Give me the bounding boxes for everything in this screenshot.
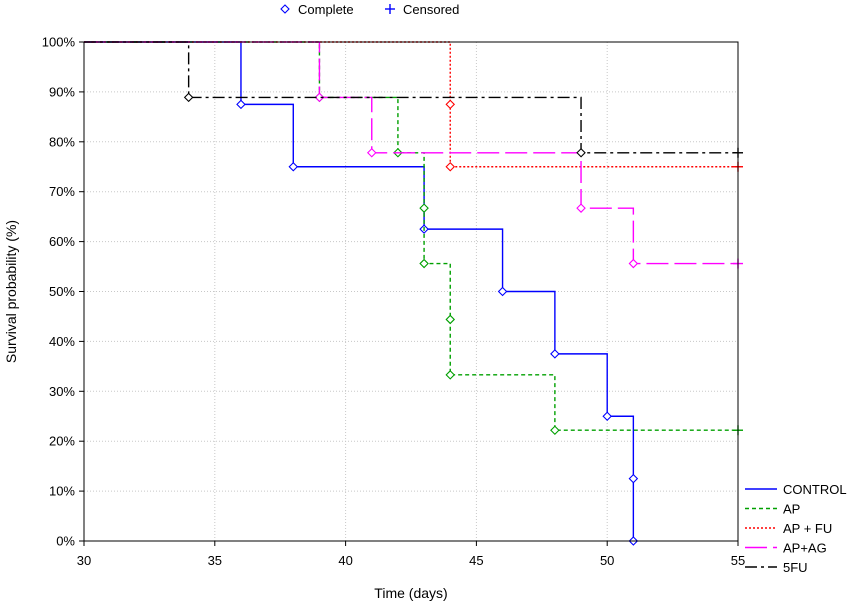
event-marker <box>445 370 456 380</box>
y-tick-label: 30% <box>49 384 75 399</box>
legend-label: CONTROL <box>783 482 847 497</box>
x-tick-label: 30 <box>77 553 91 568</box>
y-tick-label: 0% <box>56 534 75 549</box>
event-marker <box>550 349 560 359</box>
event-marker <box>314 92 325 103</box>
legend-label: AP + FU <box>783 521 832 536</box>
legend-label: 5FU <box>783 560 808 575</box>
y-tick-label: 60% <box>49 234 75 249</box>
plus-icon <box>385 4 395 14</box>
event-marker <box>183 92 194 103</box>
axis-ticks: 30 35 40 45 50 55 0% 10% 20% 30% 40% 50% 60% 70% 80% 90… <box>42 35 745 569</box>
y-tick-label: 20% <box>49 434 75 449</box>
y-tick-label: 90% <box>49 84 75 99</box>
x-axis-title: Time (days) <box>374 585 447 601</box>
x-tick-label: 40 <box>338 553 352 568</box>
marker-legend: Complete Censored <box>280 2 459 17</box>
series-layer <box>84 41 743 546</box>
legend-entry: CONTROL <box>745 482 847 497</box>
legend-entry: AP+AG <box>745 541 827 556</box>
event-marker <box>445 99 456 110</box>
event-marker <box>602 411 612 422</box>
survival-step-line <box>84 41 738 265</box>
event-marker <box>628 258 639 269</box>
event-marker <box>576 203 586 213</box>
x-tick-label: 55 <box>731 553 745 568</box>
y-tick-label: 10% <box>49 484 75 499</box>
event-marker <box>419 258 429 269</box>
survival-step-line <box>84 41 738 154</box>
series-ap <box>84 41 743 436</box>
event-marker <box>445 161 456 172</box>
y-tick-label: 80% <box>49 134 75 149</box>
event-marker <box>419 203 429 213</box>
y-tick-label: 70% <box>49 184 75 199</box>
event-marker <box>288 161 299 172</box>
event-marker <box>497 286 508 297</box>
event-marker <box>236 99 246 110</box>
y-tick-label: 100% <box>42 35 76 50</box>
event-marker <box>366 148 377 158</box>
y-tick-label: 40% <box>49 334 75 349</box>
diamond-icon <box>280 4 290 14</box>
series-control <box>84 41 639 546</box>
x-tick-label: 45 <box>469 553 483 568</box>
event-marker <box>628 473 639 484</box>
event-marker <box>576 148 586 158</box>
grid-lines <box>84 42 738 541</box>
legend-label: AP <box>783 502 800 517</box>
series-5fu <box>84 41 743 158</box>
event-marker <box>550 425 560 435</box>
legend-entry: AP <box>745 502 800 517</box>
series-ap-ag <box>84 41 743 269</box>
survival-step-line <box>84 41 738 431</box>
legend-entry: 5FU <box>745 560 808 575</box>
marker-legend-label: Complete <box>298 2 354 17</box>
x-tick-label: 35 <box>208 553 222 568</box>
y-axis-title: Survival probability (%) <box>3 220 19 363</box>
survival-step-line <box>84 41 635 541</box>
marker-legend-label: Censored <box>403 2 459 17</box>
event-marker <box>445 314 456 325</box>
legend-entry: AP + FU <box>745 521 832 536</box>
y-tick-label: 50% <box>49 284 75 299</box>
series-legend: CONTROL AP AP + FU AP+AG 5FU <box>745 482 847 575</box>
survival-step-line <box>84 41 738 168</box>
x-tick-label: 50 <box>600 553 614 568</box>
legend-label: AP+AG <box>783 541 827 556</box>
